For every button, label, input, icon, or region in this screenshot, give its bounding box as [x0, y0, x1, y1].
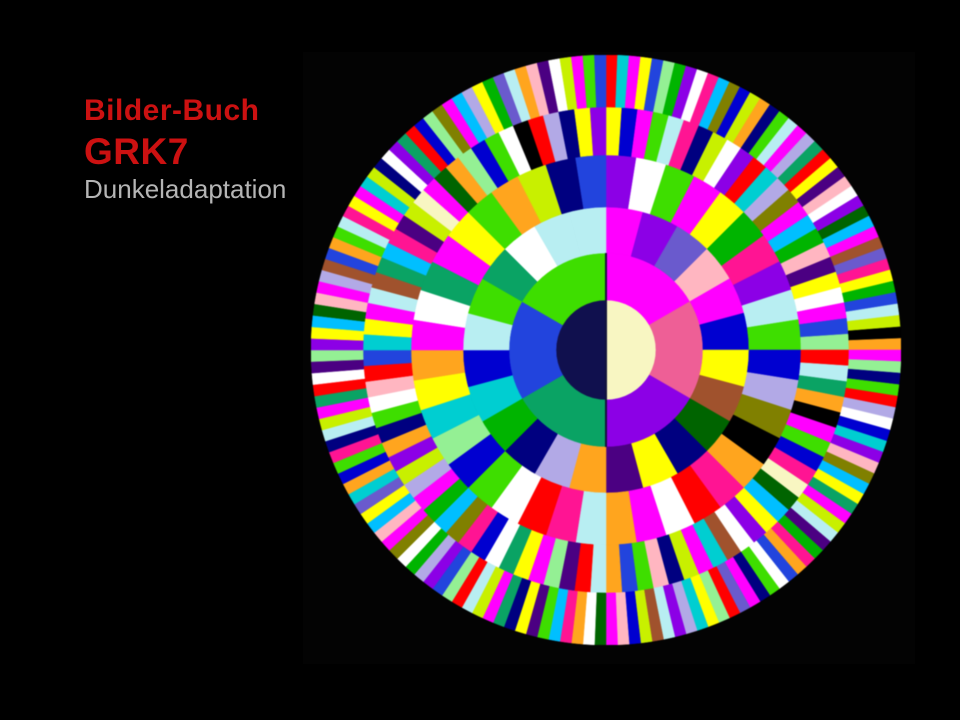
color-wheel: [311, 55, 901, 645]
title-block: Bilder-Buch GRK7 Dunkeladaptation: [84, 92, 286, 206]
subtitle: Dunkeladaptation: [84, 174, 287, 204]
ring-5-segment: [848, 338, 901, 351]
title-line-2: GRK7: [84, 131, 189, 172]
ring-5-segment: [311, 349, 364, 362]
ring-5-segment: [605, 592, 618, 645]
color-wheel-svg: [311, 55, 901, 645]
ring-5-segment: [594, 55, 607, 108]
title-line-1: Bilder-Buch: [84, 94, 260, 127]
